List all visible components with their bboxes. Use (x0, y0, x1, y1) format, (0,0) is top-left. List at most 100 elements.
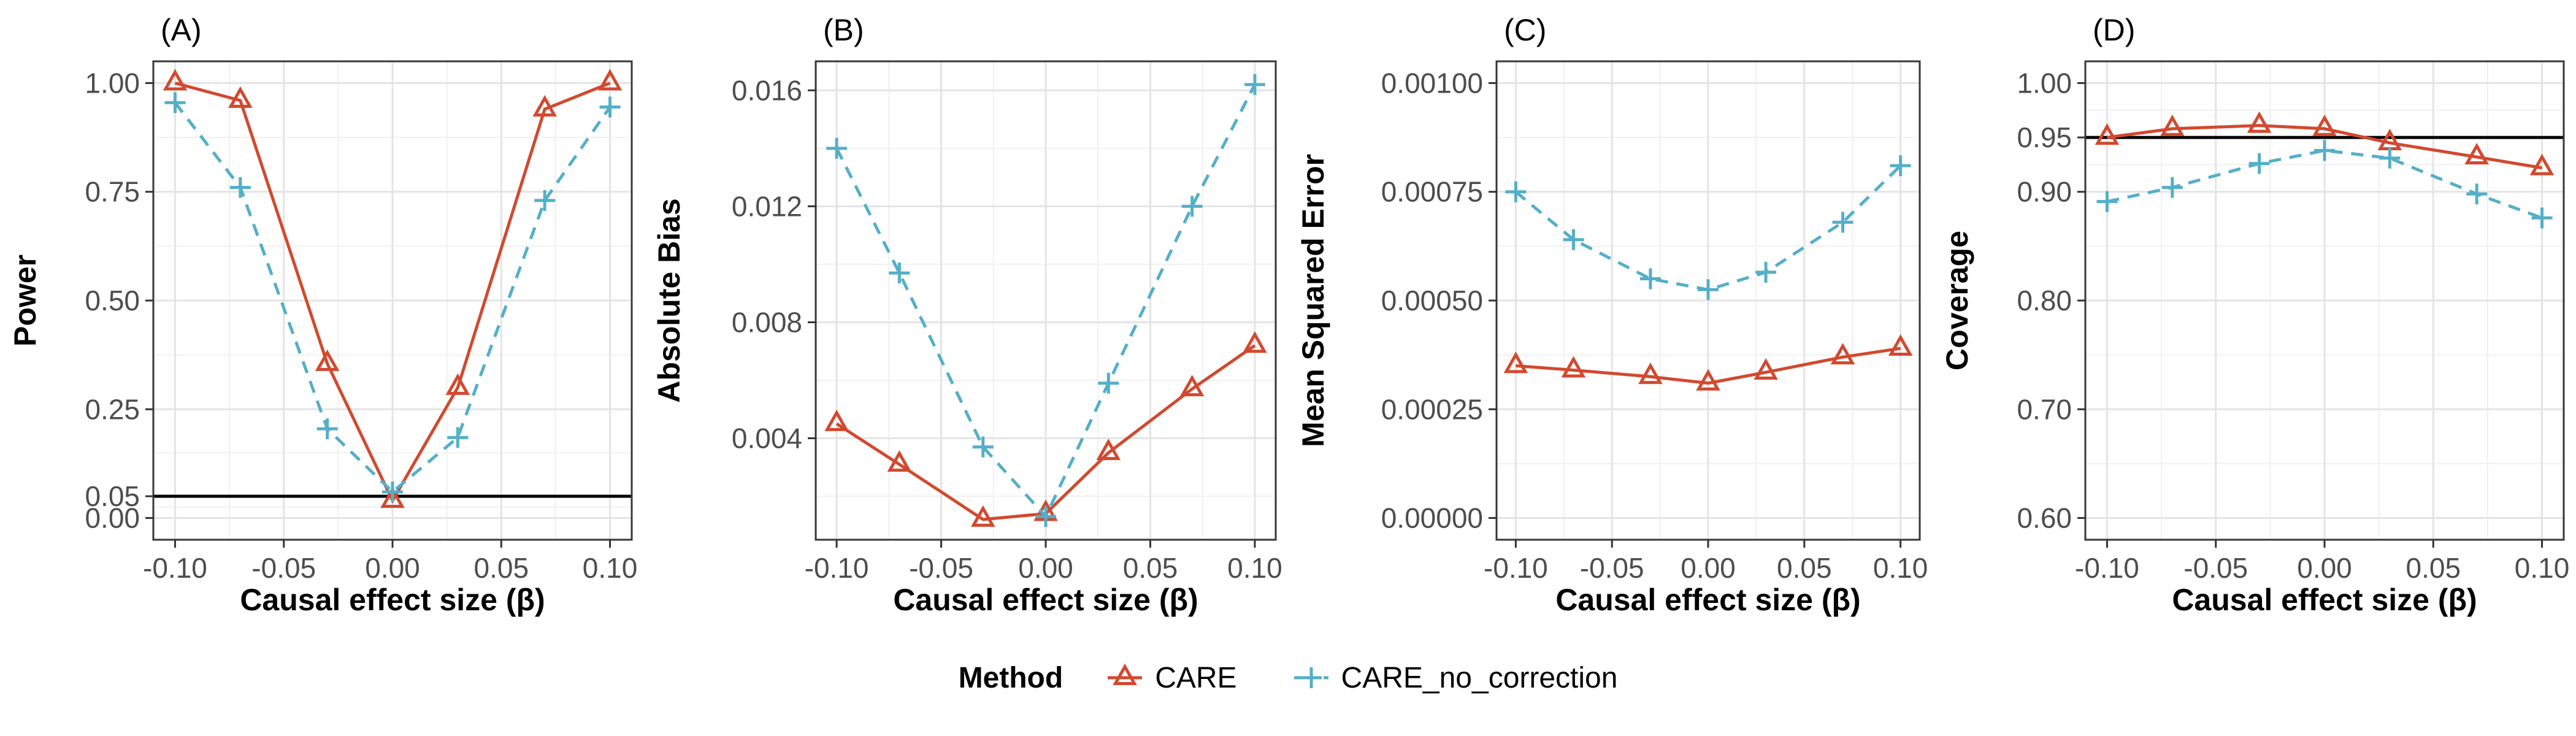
x-axis-title: Causal effect size (β) (1555, 583, 1860, 617)
plus-marker (1244, 74, 1265, 95)
plus-marker (1639, 268, 1661, 289)
triangle-marker (315, 349, 340, 371)
plus-marker (164, 92, 186, 113)
legend-item-care: CARE (1106, 660, 1237, 696)
panel-c-mse-chart: -0.10 -0.05 0.00 0.05 0.10 0.00000 0.00025 0.00… (1288, 0, 1932, 619)
x-tick-label: -0.10 (143, 552, 207, 584)
plus-marker (2314, 140, 2335, 161)
x-tick-label: 0.05 (1123, 552, 1178, 584)
x-axis-title: Causal effect size (β) (240, 583, 545, 617)
y-tick-label: 0.80 (2017, 285, 2072, 316)
y-tick-label: 0.00050 (1381, 285, 1483, 316)
triangle-marker (2529, 153, 2555, 175)
y-tick-label: 0.05 (85, 480, 140, 512)
x-tick-label: 0.10 (1227, 552, 1282, 584)
y-tick-label: 0.00025 (1381, 393, 1483, 425)
y-tick-label: 0.016 (732, 74, 802, 106)
y-tick-label: 0.012 (732, 190, 802, 222)
chart-svg-c: -0.10 -0.05 0.00 0.05 0.10 0.00000 0.00025 0.00… (1288, 0, 1932, 619)
plus-marker (2531, 207, 2553, 229)
triangle-marker (2160, 114, 2185, 136)
x-tick-label: 0.10 (1873, 552, 1928, 584)
y-tick-label: 0.70 (2017, 393, 2072, 425)
plus-marker (1035, 506, 1056, 527)
x-tick-label: -0.10 (2075, 552, 2139, 584)
plus-marker (2096, 191, 2118, 212)
plus-marker (1505, 181, 1527, 202)
plus-marker (1698, 279, 1719, 301)
triangle-marker (380, 486, 405, 508)
legend-item-care-no-correction: CARE_no_correction (1292, 660, 1617, 696)
triangle-marker (1754, 358, 1778, 380)
series-CARE (2095, 111, 2555, 175)
x-tick-label: 0.00 (2297, 552, 2352, 584)
panel-background (1288, 0, 1932, 619)
triangle-marker (1243, 331, 1267, 353)
panel-background (0, 0, 644, 619)
x-tick-label: -0.05 (909, 552, 973, 584)
series-line-CARE (1516, 347, 1901, 385)
y-tick-label: 0.90 (2017, 176, 2072, 208)
panel-d-coverage-chart: -0.10 -0.05 0.00 0.05 0.10 0.60 0.70 0.80 0.90 0.… (1932, 0, 2576, 619)
legend-label-care: CARE (1155, 661, 1237, 694)
plus-marker (1832, 212, 1853, 233)
chart-svg-b: -0.10 -0.05 0.00 0.05 0.10 0.004 0.008 0.012 0.0… (644, 0, 1288, 619)
plus-marker (447, 427, 469, 448)
triangle-marker (2464, 142, 2489, 164)
series-CARE_no_correction (2096, 140, 2553, 229)
axes: -0.10 -0.05 0.00 0.05 0.100.000.050.250.500.… (85, 67, 637, 584)
triangle-marker (1503, 351, 1528, 374)
x-tick-label: 0.05 (2406, 552, 2461, 584)
triangle-marker (163, 69, 188, 91)
axes: -0.10 -0.05 0.00 0.05 0.10 0.00000 0.00025 0.00… (1381, 67, 1928, 584)
care-no-correction-plus-key-icon (1292, 660, 1330, 696)
triangle-marker (824, 409, 849, 431)
plus-marker (1890, 155, 1911, 177)
triangle-marker (1179, 375, 1205, 397)
series-CARE (1503, 334, 1913, 391)
gridlines (816, 61, 1276, 540)
plus-marker (382, 481, 403, 502)
triangle-marker (1096, 439, 1121, 461)
y-tick-label: 0.008 (732, 306, 802, 338)
triangle-marker (1696, 369, 1720, 391)
plus-marker (1300, 667, 1322, 688)
panel-a-power-chart: -0.10 -0.05 0.00 0.05 0.10 0.00 0.05 0.25 0.50 0.… (0, 0, 644, 619)
y-axis-title: Mean Squared Error (1296, 154, 1330, 447)
series-CARE_no_correction (826, 74, 1265, 527)
panel-tag: (D) (2093, 13, 2135, 47)
y-axis-title: Coverage (1940, 231, 1974, 370)
triangle-open-key-glyph (1108, 663, 1143, 685)
triangle-marker (597, 69, 623, 91)
triangle-marker (2247, 111, 2272, 133)
triangle-marker (970, 505, 995, 527)
y-tick-label: 0.25 (85, 393, 140, 425)
y-tick-label: 0.75 (85, 176, 140, 208)
panel-background (644, 0, 1288, 619)
plus-marker (1755, 261, 1777, 283)
plus-marker (1563, 229, 1584, 250)
series-CARE_no_correction (164, 92, 621, 502)
series-CARE_no_correction (1505, 155, 1911, 301)
panel-b-absolute-bias-chart: -0.10 -0.05 0.00 0.05 0.10 0.004 0.008 0.012 0.0… (644, 0, 1288, 619)
triangle-marker (1830, 343, 1855, 365)
x-tick-label: -0.10 (1484, 552, 1548, 584)
y-tick-label: 0.00100 (1381, 67, 1483, 99)
triangle-marker (1638, 362, 1663, 385)
legend-title: Method (958, 661, 1064, 694)
plus-marker (229, 177, 251, 198)
plus-marker (534, 190, 556, 211)
plus-marker (826, 137, 848, 159)
y-tick-label: 1.00 (2017, 67, 2072, 99)
plus-key-glyph (1294, 667, 1328, 688)
plus-marker (599, 96, 621, 118)
x-tick-label: -0.05 (1580, 552, 1644, 584)
plus-marker (972, 436, 994, 458)
panel-tag: (A) (161, 13, 202, 47)
triangle-marker (445, 373, 470, 395)
x-tick-label: 0.05 (474, 552, 529, 584)
triangle-marker (532, 94, 557, 117)
x-tick-label: 0.05 (1777, 552, 1832, 584)
plus-marker (2466, 183, 2488, 205)
